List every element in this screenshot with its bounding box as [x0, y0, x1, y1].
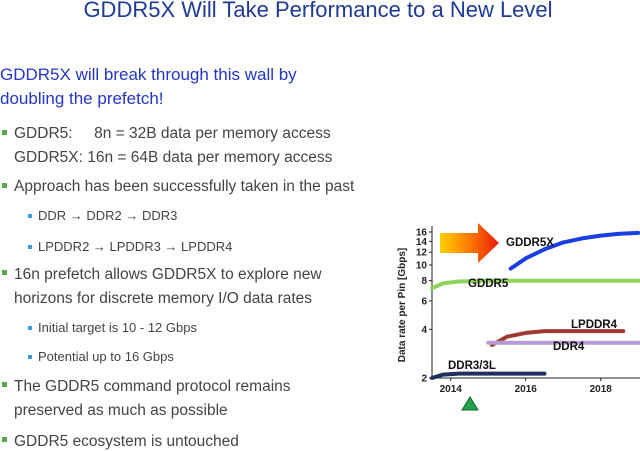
arrow-icon — [440, 223, 499, 263]
bullet-text: GDDR5X: 16n = 64B data per memory access — [14, 149, 333, 166]
series-label: GDDR5X — [506, 237, 554, 249]
y-tick-label: 8 — [421, 276, 427, 287]
series-line — [430, 371, 547, 380]
bullet-text: 16n prefetch allows GDDR5X to explore ne… — [14, 266, 322, 283]
subtitle: doubling the prefetch! — [0, 89, 164, 108]
bullet-marker — [2, 270, 7, 275]
bullet-list — [2, 130, 32, 442]
bullet-text: The GDDR5 command protocol remains — [14, 378, 291, 395]
sub-bullet-marker — [28, 214, 32, 218]
x-tick-label: 2014 — [440, 384, 463, 395]
bullet-text: preserved as much as possible — [14, 402, 228, 419]
bullet-text: GDDR5 ecosystem is untouched — [14, 433, 239, 450]
bullet-text: GDDR5: 8n = 32B data per memory access — [14, 125, 331, 142]
series-line — [490, 329, 626, 347]
sub-bullet-text: LPDDR2 → LPDDR3 → LPDDR4 — [38, 239, 232, 254]
slide-title: GDDR5X Will Take Performance to a New Le… — [83, 0, 552, 22]
subtitle: GDDR5X will break through this wall by — [0, 65, 297, 84]
y-axis-label: Data rate per Pin [Gbps] — [397, 248, 408, 362]
series-label: GDDR5 — [468, 278, 509, 290]
sub-bullet-text: Initial target is 10 - 12 Gbps — [38, 320, 197, 335]
bullet-text: Approach has been successfully taken in … — [14, 178, 355, 195]
sub-bullet-marker — [28, 326, 32, 330]
bullet-marker — [2, 130, 7, 135]
y-tick-label: 14 — [416, 237, 428, 248]
series-line — [430, 278, 640, 291]
sub-bullet-marker — [28, 245, 32, 249]
bullet-marker — [2, 437, 7, 442]
y-tick-label: 12 — [416, 248, 428, 259]
bullet-marker — [2, 382, 7, 387]
y-tick-label: 10 — [416, 260, 428, 271]
x-tick-label: 2018 — [590, 384, 613, 395]
x-tick-label: 2016 — [515, 384, 538, 395]
bullet-text: horizons for discrete memory I/O data ra… — [14, 290, 312, 307]
sub-bullet-text: DDR → DDR2 → DDR3 — [38, 208, 177, 223]
sub-bullet-text: Potential up to 16 Gbps — [38, 349, 174, 364]
marker-triangle — [461, 396, 479, 411]
bullet-marker — [2, 183, 7, 188]
series-label: DDR3/3L — [448, 360, 496, 372]
series-label: DDR4 — [553, 341, 585, 353]
y-tick-label: 2 — [421, 374, 427, 385]
series-line — [508, 230, 640, 271]
sub-bullet-marker — [28, 355, 32, 359]
y-tick-label: 4 — [421, 325, 427, 336]
series-label: LPDDR4 — [571, 319, 618, 331]
y-tick-label: 16 — [416, 228, 428, 239]
y-tick-label: 6 — [421, 296, 427, 307]
